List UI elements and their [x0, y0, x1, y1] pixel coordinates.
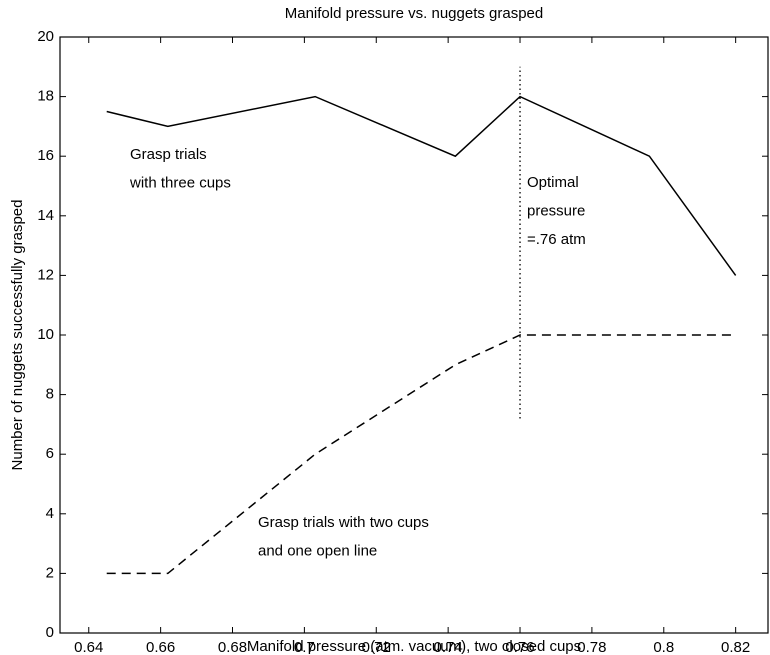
annotation: pressure	[527, 202, 585, 219]
series-line	[106, 334, 736, 575]
y-tick-label: 8	[46, 386, 54, 403]
annotation: Grasp trials	[130, 146, 207, 163]
y-tick-label: 14	[37, 207, 54, 224]
x-tick-label: 0.82	[721, 639, 750, 655]
annotation: Grasp trials with two cups	[258, 514, 429, 531]
x-tick-label: 0.66	[146, 639, 175, 655]
y-tick-label: 6	[46, 445, 54, 462]
chart-title: Manifold pressure vs. nuggets grasped	[285, 5, 543, 22]
y-tick-label: 16	[37, 147, 54, 164]
x-tick-label: 0.78	[577, 639, 606, 655]
y-tick-label: 10	[37, 326, 54, 343]
annotation: with three cups	[129, 174, 231, 191]
x-tick-label: 0.74	[434, 639, 463, 655]
annotation: Optimal	[527, 174, 579, 191]
x-tick-label: 0.64	[74, 639, 103, 655]
y-tick-label: 20	[37, 28, 54, 45]
x-tick-label: 0.72	[362, 639, 391, 655]
y-tick-label: 2	[46, 564, 54, 581]
annotation: =.76 atm	[527, 231, 586, 248]
y-tick-label: 18	[37, 88, 54, 105]
y-tick-label: 4	[46, 505, 54, 522]
x-tick-label: 0.68	[218, 639, 247, 655]
annotation: and one open line	[258, 542, 377, 559]
x-axis-label: Manifold pressure (atm. vacuum), two clo…	[247, 638, 581, 655]
x-tick-label: 0.76	[505, 639, 534, 655]
x-tick-label: 0.7	[294, 639, 315, 655]
y-axis-label: Number of nuggets successfully grasped	[9, 200, 26, 471]
series-line	[106, 95, 737, 276]
y-tick-label: 12	[37, 266, 54, 283]
x-tick-label: 0.8	[653, 639, 674, 655]
y-tick-label: 0	[46, 624, 54, 641]
